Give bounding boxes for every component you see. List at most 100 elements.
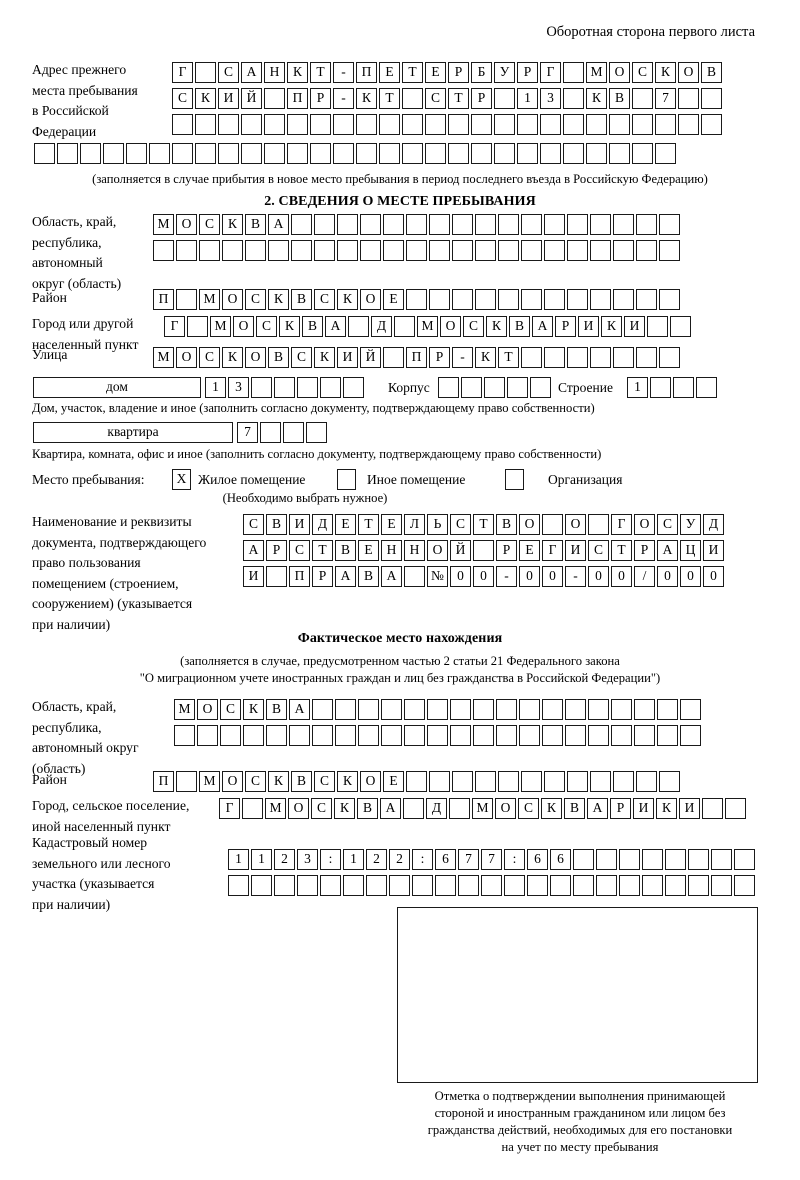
- cadastral-row-2-cell-8[interactable]: [389, 875, 410, 896]
- section2-city-row-cell-6[interactable]: К: [279, 316, 300, 337]
- actual-district-row-cell-4[interactable]: О: [222, 771, 243, 792]
- document-row-1-cell-9[interactable]: Ь: [427, 514, 448, 535]
- prev-address-row-3-cell-23[interactable]: [678, 114, 699, 135]
- document-row-2-cell-20[interactable]: Ц: [680, 540, 701, 561]
- actual-city-row-cell-7[interactable]: В: [357, 798, 378, 819]
- section2-city-row-cell-2[interactable]: [187, 316, 208, 337]
- cadastral-row-2-cell-11[interactable]: [458, 875, 479, 896]
- checkbox-inoe-pomeshchenie[interactable]: [337, 469, 356, 490]
- prev-address-row-1-cell-20[interactable]: О: [609, 62, 630, 83]
- prev-address-row-1-cell-19[interactable]: М: [586, 62, 607, 83]
- section2-city-row-cell-14[interactable]: С: [463, 316, 484, 337]
- section2-street-row-cell-7[interactable]: С: [291, 347, 312, 368]
- cadastral-row-2-cell-10[interactable]: [435, 875, 456, 896]
- actual-region-row-1-cell-7[interactable]: [312, 699, 333, 720]
- cadastral-row-1-cell-3[interactable]: 2: [274, 849, 295, 870]
- section2-street-row-cell-10[interactable]: Й: [360, 347, 381, 368]
- actual-city-row-cell-21[interactable]: И: [679, 798, 700, 819]
- actual-region-row-1-cell-9[interactable]: [358, 699, 379, 720]
- prev-address-row-2-cell-24[interactable]: [701, 88, 722, 109]
- section2-region-row-1-cell-15[interactable]: [475, 214, 496, 235]
- prev-address-row-2-cell-21[interactable]: [632, 88, 653, 109]
- section2-region-row-2-cell-11[interactable]: [383, 240, 404, 261]
- prev-address-row-4[interactable]: [34, 143, 676, 164]
- document-row-2-cell-17[interactable]: Т: [611, 540, 632, 561]
- prev-address-row-2-cell-14[interactable]: Р: [471, 88, 492, 109]
- cadastral-row-2-cell-18[interactable]: [619, 875, 640, 896]
- korpus-cells-cell-1[interactable]: [438, 377, 459, 398]
- document-row-2-cell-14[interactable]: Г: [542, 540, 563, 561]
- section2-region-row-1-cell-20[interactable]: [590, 214, 611, 235]
- section2-district-row-cell-12[interactable]: [406, 289, 427, 310]
- section2-district-row-cell-16[interactable]: [498, 289, 519, 310]
- section2-district-row-cell-22[interactable]: [636, 289, 657, 310]
- prev-address-row-4-cell-10[interactable]: [241, 143, 262, 164]
- prev-address-row-2-cell-8[interactable]: -: [333, 88, 354, 109]
- stroenie-cells-cell-1[interactable]: 1: [627, 377, 648, 398]
- section2-region-row-1-cell-10[interactable]: [360, 214, 381, 235]
- actual-district-row-cell-14[interactable]: [452, 771, 473, 792]
- actual-region-row-1-cell-12[interactable]: [427, 699, 448, 720]
- section2-city-row-cell-16[interactable]: В: [509, 316, 530, 337]
- section2-region-row-1-cell-9[interactable]: [337, 214, 358, 235]
- document-row-1-cell-14[interactable]: [542, 514, 563, 535]
- actual-district-row-cell-11[interactable]: Е: [383, 771, 404, 792]
- document-row-2-cell-16[interactable]: С: [588, 540, 609, 561]
- prev-address-row-3-cell-21[interactable]: [632, 114, 653, 135]
- cadastral-row-1-cell-23[interactable]: [734, 849, 755, 870]
- section2-street-row-cell-3[interactable]: С: [199, 347, 220, 368]
- prev-address-row-2-cell-10[interactable]: Т: [379, 88, 400, 109]
- document-row-2-cell-9[interactable]: О: [427, 540, 448, 561]
- actual-region-row-1-cell-11[interactable]: [404, 699, 425, 720]
- section2-region-row-1-cell-23[interactable]: [659, 214, 680, 235]
- prev-address-row-1-cell-11[interactable]: Т: [402, 62, 423, 83]
- document-row-1-cell-7[interactable]: Е: [381, 514, 402, 535]
- section2-region-row-2-cell-9[interactable]: [337, 240, 358, 261]
- prev-address-row-2-cell-20[interactable]: В: [609, 88, 630, 109]
- prev-address-row-3-cell-18[interactable]: [563, 114, 584, 135]
- actual-district-row-cell-22[interactable]: [636, 771, 657, 792]
- prev-address-row-2-cell-12[interactable]: С: [425, 88, 446, 109]
- actual-region-row-1-cell-16[interactable]: [519, 699, 540, 720]
- document-row-3-cell-16[interactable]: 0: [588, 566, 609, 587]
- document-row-2-cell-2[interactable]: Р: [266, 540, 287, 561]
- section2-region-row-1-cell-11[interactable]: [383, 214, 404, 235]
- cadastral-row-1-cell-15[interactable]: 6: [550, 849, 571, 870]
- actual-city-row-cell-5[interactable]: С: [311, 798, 332, 819]
- document-row-1-cell-12[interactable]: В: [496, 514, 517, 535]
- document-row-3-cell-18[interactable]: /: [634, 566, 655, 587]
- document-row-2-cell-7[interactable]: Н: [381, 540, 402, 561]
- section2-region-row-1-cell-21[interactable]: [613, 214, 634, 235]
- section2-district-row-cell-9[interactable]: К: [337, 289, 358, 310]
- section2-region-row-2-cell-23[interactable]: [659, 240, 680, 261]
- actual-city-row-cell-22[interactable]: [702, 798, 723, 819]
- cadastral-row-2-cell-20[interactable]: [665, 875, 686, 896]
- prev-address-row-2-cell-3[interactable]: И: [218, 88, 239, 109]
- document-row-2-cell-6[interactable]: Е: [358, 540, 379, 561]
- prev-address-row-2-cell-22[interactable]: 7: [655, 88, 676, 109]
- cadastral-row-2-cell-21[interactable]: [688, 875, 709, 896]
- section2-street-row-cell-13[interactable]: Р: [429, 347, 450, 368]
- section2-region-row-2-cell-18[interactable]: [544, 240, 565, 261]
- actual-region-row-2-cell-4[interactable]: [243, 725, 264, 746]
- document-row-1-cell-6[interactable]: Т: [358, 514, 379, 535]
- house-number-cells-cell-5[interactable]: [297, 377, 318, 398]
- section2-street-row-cell-8[interactable]: К: [314, 347, 335, 368]
- prev-address-row-1-cell-23[interactable]: О: [678, 62, 699, 83]
- prev-address-row-1-cell-18[interactable]: [563, 62, 584, 83]
- document-row-1-cell-10[interactable]: С: [450, 514, 471, 535]
- korpus-cells-cell-2[interactable]: [461, 377, 482, 398]
- prev-address-row-4-cell-24[interactable]: [563, 143, 584, 164]
- actual-region-row-1-cell-13[interactable]: [450, 699, 471, 720]
- section2-region-row-1-cell-5[interactable]: В: [245, 214, 266, 235]
- actual-region-row-2-cell-14[interactable]: [473, 725, 494, 746]
- section2-city-row-cell-15[interactable]: К: [486, 316, 507, 337]
- section2-region-row-1-cell-7[interactable]: [291, 214, 312, 235]
- section2-district-row-cell-17[interactable]: [521, 289, 542, 310]
- actual-region-row-1-cell-21[interactable]: [634, 699, 655, 720]
- actual-region-row-1-cell-23[interactable]: [680, 699, 701, 720]
- document-row-3[interactable]: И П Р А В А № 0 0-0 0-0 0/0 0 0: [243, 566, 724, 587]
